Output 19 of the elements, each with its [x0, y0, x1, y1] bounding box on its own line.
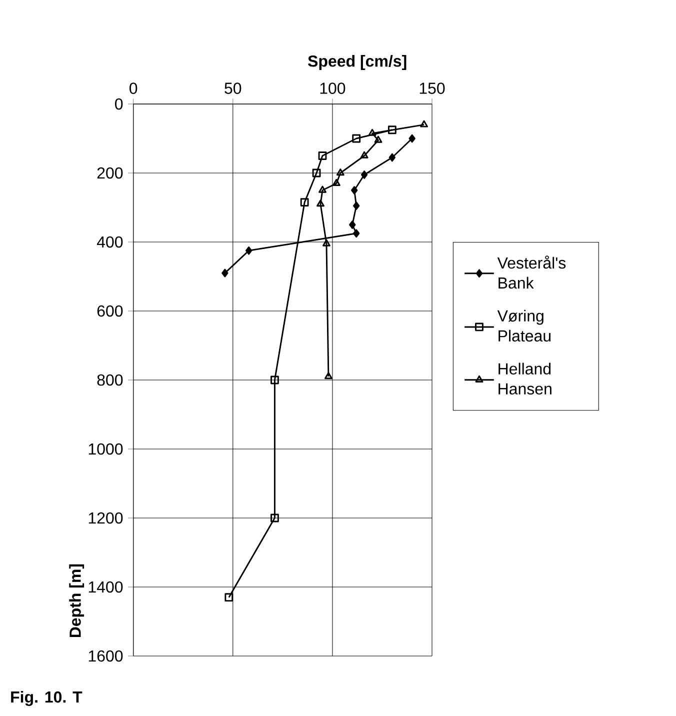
- legend-label: Helland Hansen: [498, 362, 552, 394]
- y-tick-label: 200: [97, 167, 123, 179]
- caption: Fig. 10. T: [11, 690, 82, 706]
- x-axis-title: Speed [cm/s]: [308, 55, 406, 70]
- y-tick-label: 800: [97, 374, 123, 386]
- x-tick-label: 0: [130, 82, 138, 94]
- y-axis-title: Depth [m]: [69, 564, 84, 638]
- x-tick-label: 50: [224, 82, 242, 94]
- y-tick-label: 1600: [88, 650, 123, 662]
- y-tick-label: 1200: [88, 512, 123, 524]
- y-tick-label: 1400: [88, 581, 123, 593]
- x-tick-label: 100: [320, 82, 346, 94]
- y-tick-label: 400: [96, 236, 123, 248]
- legend-label: Vøring Plateau: [497, 310, 551, 342]
- y-tick-label: 600: [97, 305, 123, 317]
- y-tick-label: 0: [115, 98, 123, 110]
- x-tick-label: 150: [420, 82, 445, 94]
- legend-label: Vesterål's Bank: [497, 256, 566, 289]
- y-tick-label: 1000: [88, 443, 123, 455]
